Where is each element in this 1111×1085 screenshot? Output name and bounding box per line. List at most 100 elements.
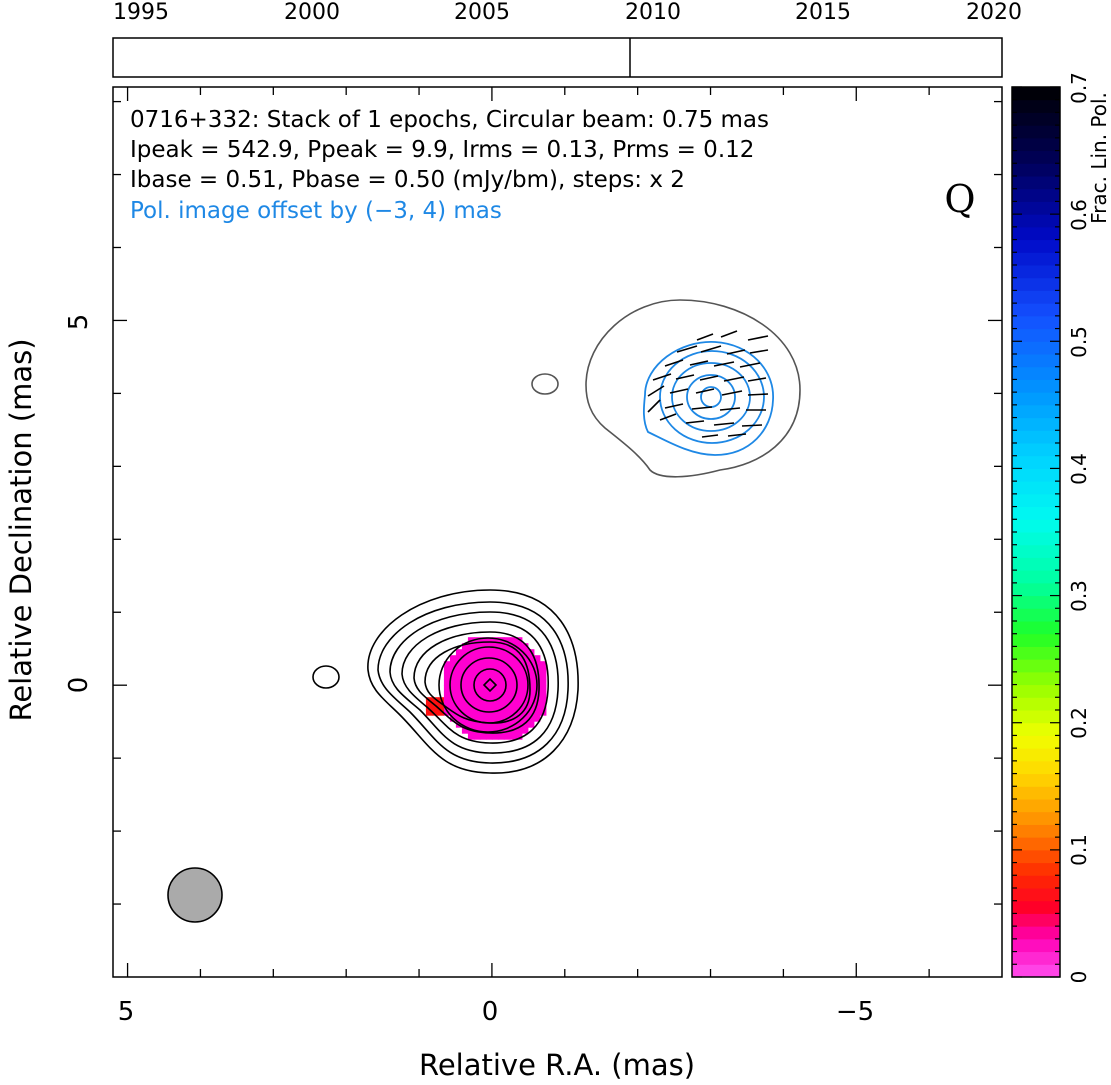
colorbar-band xyxy=(1012,493,1060,508)
evpa-tick xyxy=(726,349,746,355)
frac-pol-pixel xyxy=(503,649,511,656)
frac-pol-pixel xyxy=(485,637,493,644)
frac-pol-pixel xyxy=(467,643,475,650)
frac-pol-pixel xyxy=(521,661,529,668)
frac-pol-pixel xyxy=(503,637,511,644)
colorbar-band xyxy=(1012,964,1060,978)
frac-pol-pixel xyxy=(479,697,487,704)
frac-pol-pixel xyxy=(473,661,481,668)
colorbar-band xyxy=(1012,811,1060,825)
frac-pol-pixel xyxy=(455,715,463,722)
frac-pol-pixel xyxy=(521,643,529,650)
frac-pol-pixel xyxy=(443,703,451,710)
frac-pol-pixel xyxy=(515,703,523,710)
frac-pol-pixel xyxy=(503,655,511,662)
intensity-contour xyxy=(482,677,498,693)
frac-pol-pixel xyxy=(443,691,451,698)
colorbar-band xyxy=(1012,926,1060,940)
intensity-contour xyxy=(449,646,529,724)
frac-pol-pixel xyxy=(479,679,487,686)
frac-pol-pixel xyxy=(449,661,457,668)
frac-pol-pixel xyxy=(515,679,523,686)
frac-pol-pixel xyxy=(533,709,541,716)
frac-pol-pixel xyxy=(539,661,547,668)
frac-pol-pixel xyxy=(485,685,493,692)
colorbar-band xyxy=(1012,341,1060,355)
plot-frame xyxy=(112,86,1003,978)
colorbar-band xyxy=(1012,163,1060,177)
colorbar-band xyxy=(1012,112,1060,126)
intensity-contour xyxy=(413,631,540,734)
colorbar-band xyxy=(1012,875,1060,889)
y-tick-label: 0 xyxy=(64,677,94,694)
frac-pol-pixel xyxy=(533,715,541,722)
y-tick-label: 5 xyxy=(64,314,94,331)
frac-pol-pixel xyxy=(521,655,529,662)
colorbar-band xyxy=(1012,722,1060,736)
frac-pol-pixel xyxy=(497,637,505,644)
frac-pol-pixel xyxy=(473,667,481,674)
evpa-tick xyxy=(652,373,672,381)
colorbar-band xyxy=(1012,303,1060,317)
timeline-year-label: 2015 xyxy=(795,0,851,25)
frac-pol-pixel xyxy=(479,721,487,728)
colorbar-tick-label: 0 xyxy=(1067,971,1091,984)
colorbar-band xyxy=(1012,328,1060,342)
frac-pol-pixel xyxy=(503,721,511,728)
colorbar: 0 0.1 0.2 0.3 0.4 0.5 0.6 0.7 Frac. Lin.… xyxy=(1011,72,1111,984)
frac-pol-pixel xyxy=(485,703,493,710)
frac-pol-pixel xyxy=(527,661,535,668)
band-label: Q xyxy=(944,177,975,221)
colorbar-band xyxy=(1012,608,1060,622)
frac-pol-pixel xyxy=(485,691,493,698)
frac-pol-pixel xyxy=(521,721,529,728)
frac-pol-pixel xyxy=(527,691,535,698)
evpa-tick xyxy=(713,422,735,426)
frac-pol-pixel xyxy=(503,667,511,674)
frac-pol-pixel xyxy=(467,667,475,674)
frac-pol-pixel xyxy=(515,727,523,734)
timeline-year-label: 2020 xyxy=(966,0,1022,25)
colorbar-band xyxy=(1012,379,1060,393)
frac-pol-pixel xyxy=(491,727,499,734)
frac-pol-pixel xyxy=(473,685,481,692)
colorbar-band xyxy=(1012,735,1060,749)
frac-pol-pixel xyxy=(437,709,445,716)
frac-pol-pixel xyxy=(533,655,541,662)
colorbar-band xyxy=(1012,849,1060,864)
timeline-year-labels: 1995 2000 2005 2010 2015 2020 xyxy=(113,0,1022,25)
colorbar-band xyxy=(1012,837,1060,851)
frac-pol-pixel xyxy=(497,679,505,686)
frac-pol-pixel xyxy=(497,715,505,722)
frac-pol-pixel xyxy=(509,691,517,698)
frac-pol-pixel xyxy=(533,703,541,710)
pol-component xyxy=(531,299,801,478)
colorbar-band xyxy=(1012,150,1060,164)
frac-pol-pixel xyxy=(431,709,439,716)
intensity-contour xyxy=(367,589,579,774)
frac-pol-pixel xyxy=(503,679,511,686)
frac-pol-pixel xyxy=(449,691,457,698)
frac-pol-pixel xyxy=(503,691,511,698)
frac-pol-pixel xyxy=(485,661,493,668)
frac-pol-pixel xyxy=(515,715,523,722)
frac-pol-pixel xyxy=(455,703,463,710)
frac-pol-pixel xyxy=(473,649,481,656)
frac-pol-pixel xyxy=(515,643,523,650)
colorbar-band xyxy=(1012,532,1060,546)
frac-pol-pixel xyxy=(467,679,475,686)
frac-pol-pixel xyxy=(521,649,529,656)
evpa-tick xyxy=(664,403,684,409)
frac-pol-pixel xyxy=(449,655,457,662)
colorbar-band xyxy=(1012,659,1060,673)
frac-pol-pixel xyxy=(479,685,487,692)
evpa-tick xyxy=(675,374,695,380)
timeline-year-label: 1995 xyxy=(113,0,169,25)
frac-pol-pixel xyxy=(491,649,499,656)
frac-pol-pixel xyxy=(491,721,499,728)
frac-pol-pixel xyxy=(539,679,547,686)
intensity-contour xyxy=(401,621,549,744)
evpa-tick xyxy=(701,434,719,438)
colorbar-band xyxy=(1012,544,1060,558)
frac-pol-pixel xyxy=(485,715,493,722)
